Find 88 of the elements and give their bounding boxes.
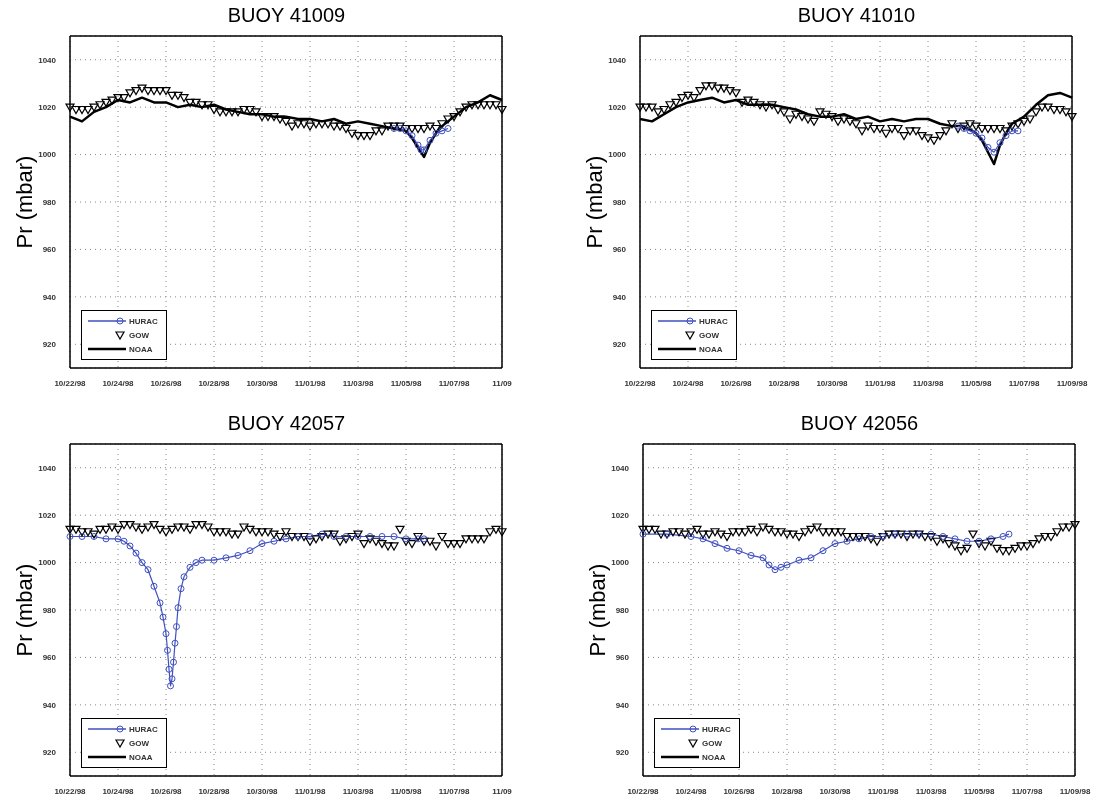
chart-title: BUOY 41010: [796, 4, 917, 27]
x-tick-label: 10/26/98: [150, 378, 183, 388]
legend-label: GOW: [702, 738, 722, 748]
y-tick-label: 1000: [38, 558, 57, 568]
legend-label: HURAC: [702, 724, 731, 734]
x-tick-label: 10/22/98: [627, 786, 660, 796]
x-tick-label: 10/26/98: [150, 786, 183, 796]
x-tick-label: 10/24/98: [102, 786, 135, 796]
y-tick-label: 940: [615, 700, 630, 710]
y-axis-title: Pr (mbar): [11, 155, 37, 249]
y-tick-label: 960: [612, 245, 627, 255]
x-tick-label: 10/26/98: [720, 378, 753, 388]
y-tick-label: 960: [615, 653, 630, 663]
y-axis-title: Pr (mbar): [581, 155, 607, 249]
x-tick-label: 11/03/98: [912, 378, 944, 388]
x-tick-label: 10/30/98: [819, 786, 852, 796]
y-tick-label: 920: [42, 340, 57, 350]
legend-label: NOAA: [129, 752, 153, 762]
x-tick-label: 10/26/98: [723, 786, 756, 796]
y-tick-label: 940: [612, 292, 627, 302]
x-tick-label: 10/24/98: [675, 786, 708, 796]
chart-title: BUOY 42056: [799, 412, 920, 435]
legend-label: GOW: [129, 738, 149, 748]
x-tick-label: 11/07/98: [438, 786, 470, 796]
y-tick-label: 980: [42, 197, 57, 207]
y-tick-label: 1020: [608, 102, 627, 112]
x-tick-label: 11/01/98: [294, 378, 326, 388]
legend-label: NOAA: [699, 344, 723, 354]
x-tick-label: 10/22/98: [54, 786, 87, 796]
y-tick-label: 920: [615, 748, 630, 758]
x-tick-label: 11/07/98: [438, 378, 470, 388]
y-tick-label: 1040: [38, 463, 57, 473]
y-tick-label: 920: [612, 340, 627, 350]
chart-title: BUOY 42057: [226, 412, 347, 435]
x-tick-label: 10/30/98: [246, 378, 279, 388]
y-tick-label: 1040: [611, 463, 630, 473]
x-tick-label: 10/28/98: [198, 786, 231, 796]
x-tick-label: 11/05/98: [390, 786, 422, 796]
y-tick-label: 1000: [38, 150, 57, 160]
y-tick-label: 920: [42, 748, 57, 758]
legend-label: NOAA: [129, 344, 153, 354]
x-tick-label: 11/05/98: [963, 786, 995, 796]
x-tick-label: 11/01/98: [864, 378, 896, 388]
y-tick-label: 1020: [38, 102, 57, 112]
x-tick-label: 10/30/98: [246, 786, 279, 796]
x-tick-label: 11/03/98: [342, 786, 374, 796]
x-tick-label: 11/01/98: [867, 786, 899, 796]
y-tick-label: 1040: [608, 55, 627, 65]
y-tick-label: 980: [42, 605, 57, 615]
x-tick-label: 11/09: [492, 786, 513, 796]
x-tick-label: 11/09: [492, 378, 513, 388]
y-tick-label: 1000: [608, 150, 627, 160]
x-tick-label: 10/28/98: [768, 378, 801, 388]
y-tick-label: 940: [42, 700, 57, 710]
x-tick-label: 11/01/98: [294, 786, 326, 796]
y-tick-label: 1000: [611, 558, 630, 568]
legend-label: HURAC: [129, 724, 158, 734]
x-tick-label: 10/28/98: [198, 378, 231, 388]
x-tick-label: 10/22/98: [624, 378, 657, 388]
y-tick-label: 980: [612, 197, 627, 207]
y-tick-label: 960: [42, 653, 57, 663]
legend-label: NOAA: [702, 752, 726, 762]
x-tick-label: 11/05/98: [390, 378, 422, 388]
chart-title: BUOY 41009: [226, 4, 347, 27]
x-tick-label: 10/24/98: [102, 378, 135, 388]
legend-label: GOW: [699, 330, 719, 340]
legend-label: GOW: [129, 330, 149, 340]
x-tick-label: 10/24/98: [672, 378, 705, 388]
y-tick-label: 940: [42, 292, 57, 302]
x-tick-label: 11/09/98: [1059, 786, 1091, 796]
y-tick-label: 1020: [38, 510, 57, 520]
x-tick-label: 11/03/98: [915, 786, 947, 796]
x-tick-label: 11/05/98: [960, 378, 992, 388]
x-tick-label: 10/22/98: [54, 378, 87, 388]
x-tick-label: 11/07/98: [1011, 786, 1043, 796]
y-axis-title: Pr (mbar): [11, 563, 37, 657]
y-axis-title: Pr (mbar): [584, 563, 610, 657]
y-tick-label: 960: [42, 245, 57, 255]
x-tick-label: 11/07/98: [1008, 378, 1040, 388]
y-tick-label: 1020: [611, 510, 630, 520]
y-tick-label: 1040: [38, 55, 57, 65]
x-tick-label: 10/28/98: [771, 786, 804, 796]
x-tick-label: 11/03/98: [342, 378, 374, 388]
legend-label: HURAC: [129, 316, 158, 326]
y-tick-label: 980: [615, 605, 630, 615]
x-tick-label: 10/30/98: [816, 378, 849, 388]
x-tick-label: 11/09/98: [1056, 378, 1088, 388]
legend-label: HURAC: [699, 316, 728, 326]
